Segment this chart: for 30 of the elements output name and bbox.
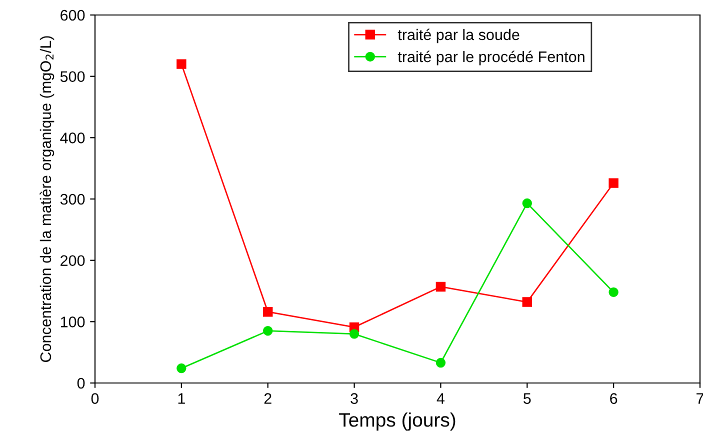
legend-label: traité par le procédé Fenton bbox=[398, 50, 584, 66]
point bbox=[522, 297, 532, 307]
point bbox=[176, 59, 186, 69]
point bbox=[436, 282, 446, 292]
point bbox=[176, 363, 186, 374]
y-tick-label: 300 bbox=[60, 194, 85, 205]
x-tick-label: 7 bbox=[696, 393, 703, 404]
x-tick-label: 5 bbox=[524, 393, 531, 404]
point bbox=[262, 306, 273, 317]
point bbox=[522, 198, 532, 208]
point bbox=[262, 326, 273, 336]
y-tick-label: 400 bbox=[60, 132, 85, 144]
point bbox=[608, 178, 618, 188]
y-tick-label: 200 bbox=[60, 255, 85, 266]
x-tick-label: 0 bbox=[91, 393, 99, 404]
point bbox=[436, 358, 446, 368]
y-axis-title: Concentration de la matière organique (mgO$_{2}$/L) bbox=[40, 36, 54, 362]
x-tick-label: 2 bbox=[264, 393, 272, 404]
x-tick-label: 1 bbox=[178, 393, 185, 404]
point bbox=[349, 329, 360, 339]
x-tick-label: 3 bbox=[350, 393, 358, 404]
y-tick-label: 500 bbox=[60, 71, 85, 82]
x-tick-label: 6 bbox=[610, 393, 618, 404]
point bbox=[608, 287, 618, 298]
x-axis-title: Temps (jours) bbox=[339, 412, 456, 431]
legend-label: traité par la soude bbox=[398, 28, 520, 44]
y-tick-label: 0 bbox=[77, 378, 85, 389]
x-tick-label: 4 bbox=[436, 393, 445, 404]
y-tick-label: 600 bbox=[60, 10, 85, 21]
y-tick-label: 100 bbox=[60, 316, 85, 328]
